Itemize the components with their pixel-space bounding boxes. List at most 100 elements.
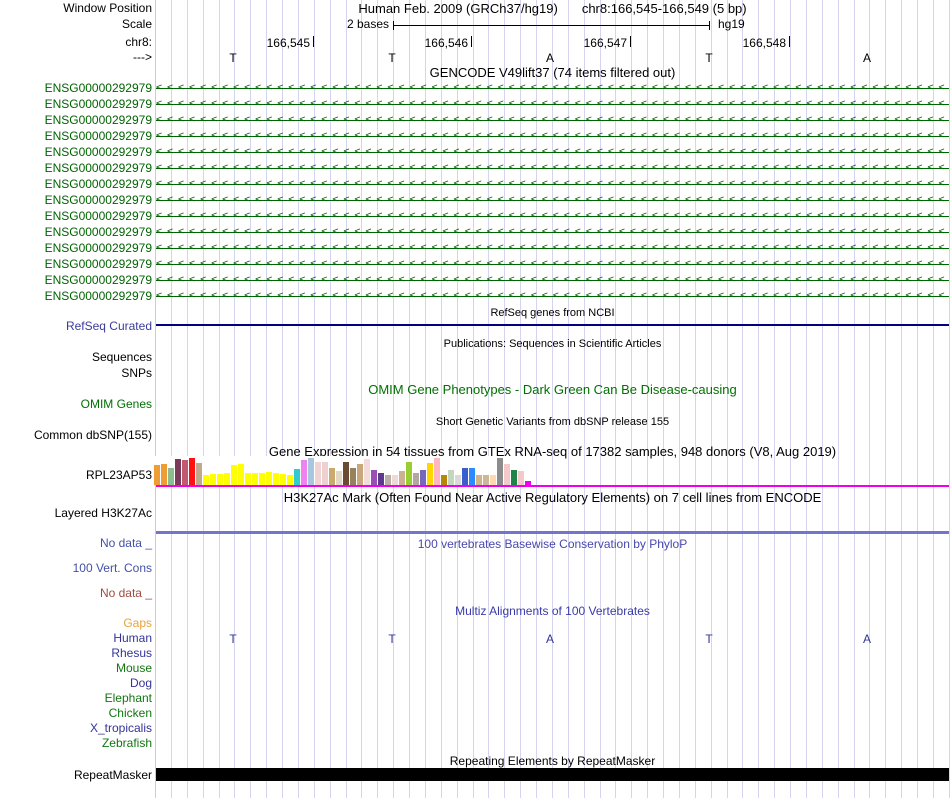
gencode-gene-item[interactable]: <<<<<<<<<<<<<<<<<<<<<<<<<<<<<<<<<<<<<<<<…	[156, 176, 949, 192]
gencode-gene-item[interactable]: <<<<<<<<<<<<<<<<<<<<<<<<<<<<<<<<<<<<<<<<…	[156, 288, 949, 304]
multiz-species-dog[interactable]: Dog	[129, 676, 152, 690]
dbsnp-track-title[interactable]: Short Genetic Variants from dbSNP releas…	[435, 416, 670, 428]
gencode-gene-label[interactable]: ENSG00000292979	[44, 273, 152, 287]
gtex-tissue-bar[interactable]	[350, 468, 356, 485]
gtex-tissue-bar[interactable]	[525, 481, 531, 485]
refseq-track-title[interactable]: RefSeq genes from NCBI	[490, 307, 615, 319]
gtex-tissue-bar[interactable]	[259, 473, 265, 485]
gtex-tissue-bar[interactable]	[497, 458, 503, 485]
gtex-tissue-bar[interactable]	[315, 462, 321, 485]
gtex-tissue-bar[interactable]	[434, 458, 440, 485]
gtex-tissue-bar[interactable]	[245, 473, 251, 485]
gtex-tissue-bar[interactable]	[182, 460, 188, 485]
gtex-tissue-bar[interactable]	[329, 468, 335, 485]
gencode-gene-label[interactable]: ENSG00000292979	[44, 225, 152, 239]
gencode-gene-label[interactable]: ENSG00000292979	[44, 129, 152, 143]
conservation-label[interactable]: 100 Vert. Cons	[72, 561, 152, 575]
gencode-gene-label[interactable]: ENSG00000292979	[44, 177, 152, 191]
gtex-tissue-bar[interactable]	[154, 465, 160, 485]
gtex-tissue-bar[interactable]	[364, 459, 370, 485]
gencode-gene-item[interactable]: <<<<<<<<<<<<<<<<<<<<<<<<<<<<<<<<<<<<<<<<…	[156, 112, 949, 128]
gtex-tissue-bar[interactable]	[406, 462, 412, 485]
gtex-tissue-bar[interactable]	[462, 468, 468, 485]
gtex-tissue-bar[interactable]	[357, 464, 363, 485]
gtex-tissue-bar[interactable]	[469, 468, 475, 485]
gencode-gene-label[interactable]: ENSG00000292979	[44, 81, 152, 95]
dbsnp-label[interactable]: Common dbSNP(155)	[33, 428, 152, 442]
gtex-tissue-bar[interactable]	[511, 470, 517, 485]
gencode-gene-item[interactable]: <<<<<<<<<<<<<<<<<<<<<<<<<<<<<<<<<<<<<<<<…	[156, 80, 949, 96]
gtex-tissue-bar[interactable]	[385, 475, 391, 485]
gtex-tissue-bar[interactable]	[504, 464, 510, 485]
gencode-track-title[interactable]: GENCODE V49lift37 (74 items filtered out…	[429, 65, 676, 80]
gencode-gene-item[interactable]: <<<<<<<<<<<<<<<<<<<<<<<<<<<<<<<<<<<<<<<<…	[156, 224, 949, 240]
gtex-tissue-bar[interactable]	[476, 475, 482, 485]
gtex-tissue-bar[interactable]	[266, 472, 272, 485]
snps-label[interactable]: SNPs	[121, 366, 152, 380]
gtex-tissue-bar[interactable]	[413, 473, 419, 485]
multiz-species-human[interactable]: Human	[113, 631, 152, 645]
gtex-tissue-bar[interactable]	[189, 458, 195, 485]
gtex-tissue-bar[interactable]	[483, 475, 489, 485]
publications-track-title[interactable]: Publications: Sequences in Scientific Ar…	[443, 338, 662, 350]
omim-track-title[interactable]: OMIM Gene Phenotypes - Dark Green Can Be…	[368, 382, 737, 397]
gtex-tissue-bar[interactable]	[231, 465, 237, 485]
multiz-species-mouse[interactable]: Mouse	[115, 661, 152, 675]
gtex-tissue-bar[interactable]	[308, 458, 314, 485]
gtex-tissue-bar[interactable]	[441, 475, 447, 485]
gencode-gene-label[interactable]: ENSG00000292979	[44, 113, 152, 127]
gencode-gene-item[interactable]: <<<<<<<<<<<<<<<<<<<<<<<<<<<<<<<<<<<<<<<<…	[156, 240, 949, 256]
gtex-tissue-bar[interactable]	[392, 475, 398, 485]
gtex-tissue-bar[interactable]	[175, 459, 181, 485]
gtex-tissue-bar[interactable]	[490, 475, 496, 485]
h3k27ac-track-title[interactable]: H3K27Ac Mark (Often Found Near Active Re…	[283, 490, 822, 505]
gencode-gene-item[interactable]: <<<<<<<<<<<<<<<<<<<<<<<<<<<<<<<<<<<<<<<<…	[156, 208, 949, 224]
multiz-species-elephant[interactable]: Elephant	[104, 691, 152, 705]
h3k27ac-signal-line[interactable]	[156, 531, 949, 534]
gencode-gene-item[interactable]: <<<<<<<<<<<<<<<<<<<<<<<<<<<<<<<<<<<<<<<<…	[156, 128, 949, 144]
gtex-tissue-bar[interactable]	[427, 463, 433, 485]
gtex-tissue-bar[interactable]	[455, 475, 461, 485]
gencode-gene-label[interactable]: ENSG00000292979	[44, 161, 152, 175]
gtex-tissue-bar[interactable]	[399, 471, 405, 485]
multiz-species-rhesus[interactable]: Rhesus	[111, 646, 152, 660]
repeatmasker-track-title[interactable]: Repeating Elements by RepeatMasker	[449, 754, 656, 768]
gtex-tissue-bar[interactable]	[343, 462, 349, 485]
gtex-track-title[interactable]: Gene Expression in 54 tissues from GTEx …	[268, 444, 837, 459]
gtex-tissue-bar[interactable]	[294, 469, 300, 485]
gtex-tissue-bar[interactable]	[161, 464, 167, 485]
gtex-tissue-bar[interactable]	[336, 471, 342, 485]
gtex-tissue-bar[interactable]	[252, 473, 258, 485]
conservation-track-title[interactable]: 100 vertebrates Basewise Conservation by…	[417, 537, 688, 551]
gtex-tissue-bar[interactable]	[301, 460, 307, 485]
gencode-gene-item[interactable]: <<<<<<<<<<<<<<<<<<<<<<<<<<<<<<<<<<<<<<<<…	[156, 96, 949, 112]
repeatmasker-element-bar[interactable]	[156, 768, 949, 781]
gtex-tissue-bar[interactable]	[217, 474, 223, 485]
gencode-gene-label[interactable]: ENSG00000292979	[44, 289, 152, 303]
gencode-gene-item[interactable]: <<<<<<<<<<<<<<<<<<<<<<<<<<<<<<<<<<<<<<<<…	[156, 272, 949, 288]
gtex-tissue-bar[interactable]	[280, 474, 286, 485]
sequences-label[interactable]: Sequences	[91, 350, 152, 364]
gtex-tissue-bar[interactable]	[518, 471, 524, 485]
h3k27ac-label[interactable]: Layered H3K27Ac	[54, 506, 152, 520]
gencode-gene-label[interactable]: ENSG00000292979	[44, 193, 152, 207]
gtex-tissue-bar[interactable]	[420, 470, 426, 485]
gencode-gene-item[interactable]: <<<<<<<<<<<<<<<<<<<<<<<<<<<<<<<<<<<<<<<<…	[156, 192, 949, 208]
gtex-tissue-bar[interactable]	[448, 470, 454, 485]
multiz-species-gaps[interactable]: Gaps	[123, 616, 152, 630]
gencode-gene-item[interactable]: <<<<<<<<<<<<<<<<<<<<<<<<<<<<<<<<<<<<<<<<…	[156, 256, 949, 272]
multiz-species-x_tropicalis[interactable]: X_tropicalis	[89, 721, 152, 735]
gencode-gene-label[interactable]: ENSG00000292979	[44, 145, 152, 159]
gencode-gene-item[interactable]: <<<<<<<<<<<<<<<<<<<<<<<<<<<<<<<<<<<<<<<<…	[156, 144, 949, 160]
gtex-tissue-bar[interactable]	[224, 473, 230, 485]
repeatmasker-label[interactable]: RepeatMasker	[73, 768, 152, 782]
refseq-gene-item[interactable]	[156, 324, 949, 326]
gtex-tissue-bar[interactable]	[371, 470, 377, 485]
multiz-species-chicken[interactable]: Chicken	[108, 706, 152, 720]
refseq-curated-label[interactable]: RefSeq Curated	[65, 319, 152, 333]
gtex-tissue-bar[interactable]	[196, 463, 202, 485]
gtex-baseline[interactable]	[156, 485, 949, 487]
gtex-tissue-bar[interactable]	[238, 464, 244, 485]
gtex-gene-label[interactable]: RPL23AP53	[85, 468, 152, 482]
gtex-tissue-bar[interactable]	[287, 475, 293, 485]
